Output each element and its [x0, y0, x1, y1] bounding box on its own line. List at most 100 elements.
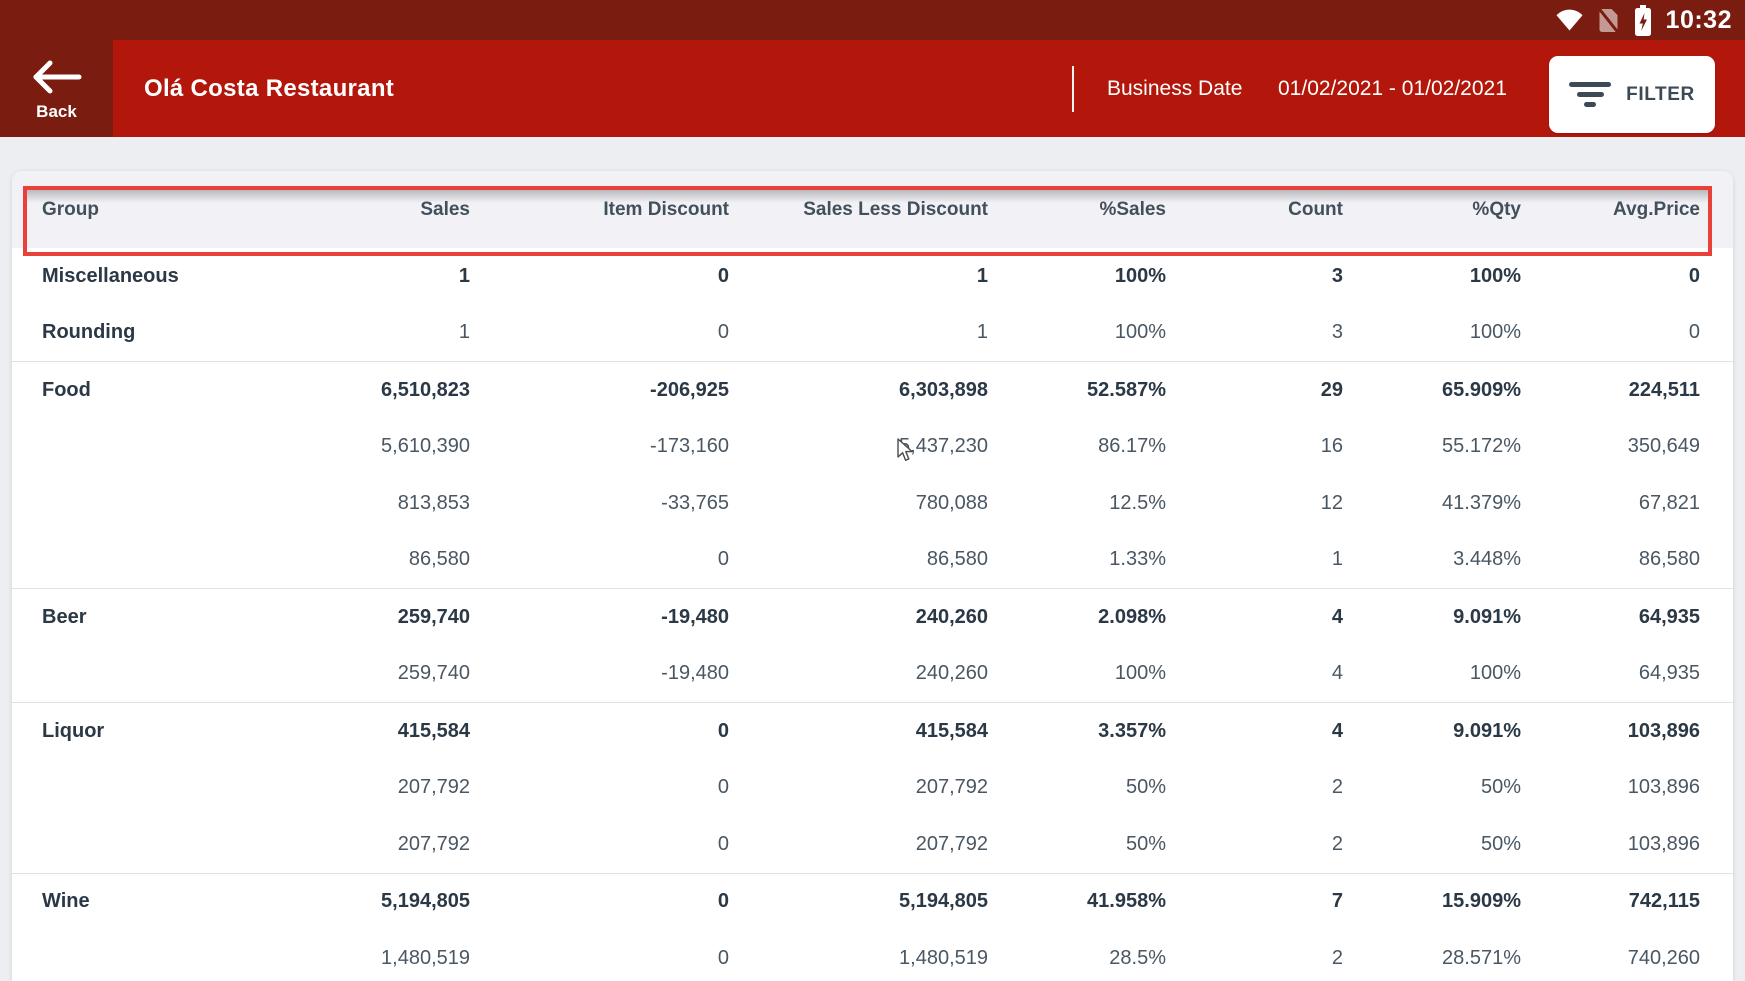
value-cell: 6,510,823: [381, 378, 470, 401]
value-cell: 3.448%: [1453, 548, 1521, 571]
value-cell: 64,935: [1638, 662, 1700, 685]
value-cell: -206,925: [650, 378, 729, 401]
value-cell: 813,853: [397, 491, 470, 514]
value-cell: 64,935: [1638, 605, 1700, 628]
value-cell: 28.571%: [1442, 946, 1521, 969]
value-cell: 259,740: [397, 662, 470, 685]
group-summary-row[interactable]: Beer 259,740 -19,480 240,260 2.098% 4 9.091% 64…: [12, 589, 1733, 646]
table-body: Miscellaneous 1 0 1 100% 3 100% 0 Rounding 1 0 1 100…: [12, 248, 1733, 981]
table-group: Beer 259,740 -19,480 240,260 2.098% 4 9.091% 64…: [12, 588, 1733, 702]
value-cell: 100%: [1114, 321, 1166, 344]
value-cell: 3: [1331, 321, 1343, 344]
value-cell: 0: [717, 719, 729, 742]
value-cell: -33,765: [661, 491, 729, 514]
value-cell: 224,511: [1628, 378, 1700, 401]
column-header[interactable]: %Sales: [1099, 198, 1166, 220]
value-cell: 67,821: [1638, 491, 1700, 514]
filter-button[interactable]: FILTER: [1549, 56, 1715, 133]
value-cell: 16: [1320, 435, 1343, 458]
value-cell: 0: [717, 264, 729, 287]
value-cell: 28.5%: [1109, 946, 1166, 969]
value-cell: 240,260: [915, 662, 988, 685]
value-cell: 50%: [1480, 832, 1521, 855]
column-header[interactable]: Sales Less Discount: [803, 198, 988, 220]
column-header[interactable]: Group: [42, 198, 99, 220]
value-cell: 52.587%: [1087, 378, 1166, 401]
group-name-cell: Liquor: [42, 719, 105, 742]
value-cell: 207,792: [915, 832, 988, 855]
value-cell: 55.172%: [1442, 435, 1521, 458]
value-cell: 86.17%: [1098, 435, 1166, 458]
group-summary-row[interactable]: Food 6,510,823 -206,925 6,303,898 52.587% 29 6…: [12, 362, 1733, 419]
value-cell: 0: [717, 890, 729, 913]
mouse-cursor: [897, 438, 913, 461]
filter-label: FILTER: [1626, 83, 1695, 105]
value-cell: 2: [1331, 832, 1343, 855]
app-bar: Back Olá Costa Restaurant Business Date …: [0, 40, 1745, 137]
value-cell: 780,088: [915, 491, 988, 514]
value-cell: 41.958%: [1087, 890, 1166, 913]
value-cell: 207,792: [397, 832, 470, 855]
table-header-row: Group Sales Item Discount Sales Less Discou…: [12, 171, 1733, 248]
value-cell: 0: [717, 548, 729, 571]
group-summary-row[interactable]: Wine 5,194,805 0 5,194,805 41.958% 7 15.909% 74…: [12, 874, 1733, 931]
group-name-cell: Food: [42, 378, 91, 401]
no-sim-icon: [1597, 7, 1619, 33]
value-cell: 9.091%: [1453, 605, 1521, 628]
value-cell: 4: [1331, 605, 1343, 628]
value-cell: 0: [717, 321, 729, 344]
group-summary-row[interactable]: Miscellaneous 1 0 1 100% 3 100% 0: [12, 248, 1733, 305]
wifi-icon: [1556, 9, 1583, 31]
value-cell: 103,896: [1627, 719, 1700, 742]
column-header[interactable]: Count: [1288, 198, 1343, 220]
business-date-label: Business Date: [1107, 76, 1243, 100]
value-cell: -19,480: [661, 662, 729, 685]
back-button[interactable]: Back: [0, 40, 113, 137]
value-cell: 350,649: [1627, 435, 1700, 458]
table-row: 207,792 0 207,792 50% 2 50% 103,896: [12, 760, 1733, 817]
value-cell: 3: [1331, 264, 1343, 287]
battery-charging-icon: [1634, 4, 1651, 36]
value-cell: 41.379%: [1442, 491, 1521, 514]
table-group: Miscellaneous 1 0 1 100% 3 100% 0 Rounding 1 0 1 100…: [12, 248, 1733, 361]
group-name-cell: Beer: [42, 605, 87, 628]
value-cell: 1: [1331, 548, 1343, 571]
value-cell: 0: [717, 946, 729, 969]
report-table: Group Sales Item Discount Sales Less Discou…: [12, 171, 1733, 981]
value-cell: 0: [1688, 264, 1700, 287]
value-cell: 100%: [1469, 662, 1521, 685]
group-summary-row[interactable]: Liquor 415,584 0 415,584 3.357% 4 9.091% 103,89…: [12, 703, 1733, 760]
value-cell: 15.909%: [1442, 890, 1521, 913]
value-cell: 50%: [1480, 776, 1521, 799]
back-label: Back: [36, 102, 77, 121]
value-cell: 7: [1331, 890, 1343, 913]
business-date-value[interactable]: 01/02/2021 - 01/02/2021: [1278, 76, 1507, 100]
value-cell: 2: [1331, 946, 1343, 969]
value-cell: 4: [1331, 662, 1343, 685]
status-bar: 10:32: [0, 0, 1745, 40]
value-cell: 1: [976, 321, 988, 344]
back-arrow-icon: [33, 60, 81, 94]
table-row: 207,792 0 207,792 50% 2 50% 103,896: [12, 816, 1733, 873]
value-cell: 1,480,519: [381, 946, 470, 969]
table-group: Liquor 415,584 0 415,584 3.357% 4 9.091% 103,89…: [12, 702, 1733, 873]
value-cell: 100%: [1469, 321, 1521, 344]
value-cell: 0: [1688, 321, 1700, 344]
page-title: Olá Costa Restaurant: [144, 74, 395, 102]
column-header[interactable]: Avg.Price: [1613, 198, 1700, 220]
value-cell: 415,584: [915, 719, 988, 742]
value-cell: 207,792: [397, 776, 470, 799]
value-cell: 240,260: [915, 605, 988, 628]
value-cell: 29: [1320, 378, 1343, 401]
value-cell: 100%: [1114, 662, 1166, 685]
column-header[interactable]: Item Discount: [603, 198, 729, 220]
value-cell: 50%: [1125, 776, 1166, 799]
clock: 10:32: [1665, 5, 1732, 34]
value-cell: 2.098%: [1098, 605, 1166, 628]
group-name-cell: Rounding: [42, 321, 136, 344]
column-header[interactable]: Sales: [420, 198, 470, 220]
value-cell: 0: [717, 832, 729, 855]
value-cell: 0: [717, 776, 729, 799]
column-header[interactable]: %Qty: [1472, 198, 1521, 220]
group-name-cell: Miscellaneous: [42, 264, 179, 287]
